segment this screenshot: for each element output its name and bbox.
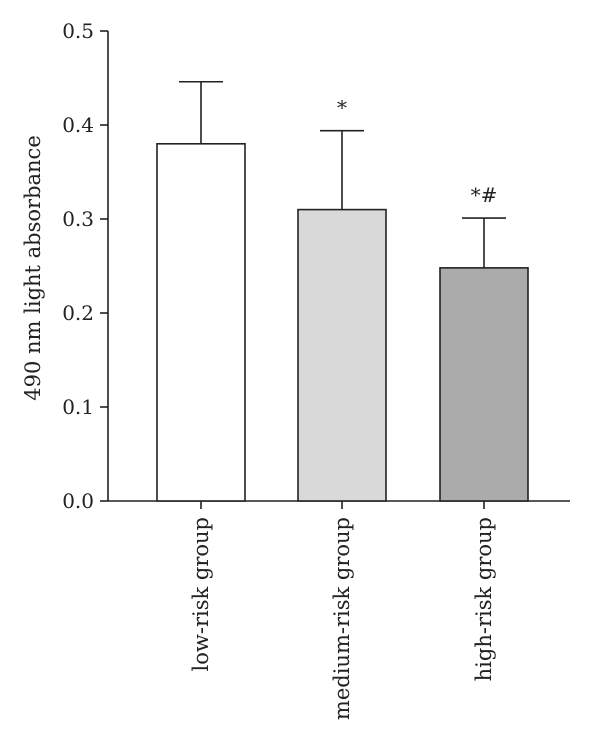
y-tick-label: 0.5 (62, 19, 94, 43)
y-tick-label: 0.0 (62, 489, 94, 513)
y-tick-label: 0.2 (62, 301, 94, 325)
significance-marker: *# (471, 183, 498, 207)
y-tick-label: 0.1 (62, 395, 94, 419)
x-category-label: high-risk group (472, 517, 496, 681)
y-axis: 0.0 0.1 0.2 0.3 0.4 0.5 (62, 19, 109, 513)
bar (297, 208, 387, 502)
x-axis: low-risk group medium-risk group high-risk… (108, 500, 570, 720)
x-category-label: medium-risk group (330, 517, 354, 720)
significance-marker: * (337, 96, 347, 120)
y-tick-label: 0.4 (62, 113, 94, 137)
x-category-label: low-risk group (189, 517, 213, 671)
bar (439, 267, 529, 502)
bar (156, 143, 246, 502)
y-tick-label: 0.3 (62, 207, 94, 231)
y-axis-title: 490 nm light absorbance (21, 135, 45, 400)
bars: * *# (156, 80, 529, 502)
